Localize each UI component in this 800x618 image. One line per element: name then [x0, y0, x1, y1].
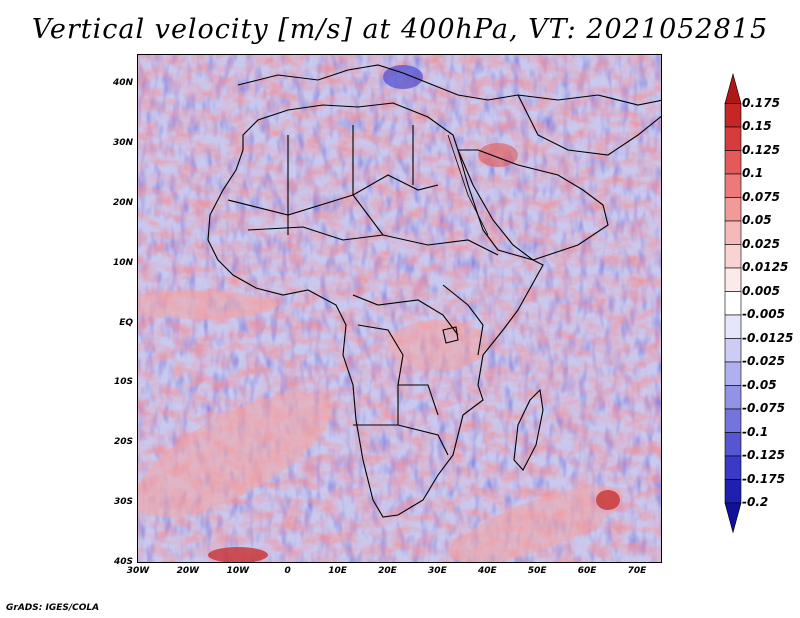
arabian-peninsula — [457, 149, 609, 261]
madagascar-coastline — [513, 388, 544, 471]
lat-tick-label: 30S — [113, 497, 133, 508]
colorbar — [724, 72, 742, 534]
strong-cells — [208, 65, 620, 562]
lon-tick-label: 70E — [627, 566, 647, 576]
colorbar-segment — [724, 432, 742, 457]
middle-east-borders — [517, 94, 661, 156]
colorbar-tick-label: -0.005 — [742, 307, 785, 321]
border-central — [352, 294, 459, 336]
colorbar-tick-label: -0.025 — [742, 354, 785, 368]
colorbar-tick-label: 0.1 — [742, 166, 764, 180]
border-drc — [357, 324, 439, 416]
lat-tick-label: 20N — [112, 197, 133, 208]
colorbar-segment — [724, 220, 742, 245]
border-southern — [353, 424, 449, 456]
colorbar-top-arrow — [724, 72, 742, 104]
lat-tick-label: 20S — [113, 437, 133, 448]
cell-southwest — [208, 547, 268, 562]
map-plot-area — [137, 54, 662, 563]
colorbar-segment — [724, 408, 742, 433]
lat-tick-label: 10S — [113, 377, 133, 388]
lon-tick-label: 60E — [577, 566, 597, 576]
band-indian-ocean — [452, 486, 624, 562]
colorbar-segment — [724, 103, 742, 128]
map-title: Vertical velocity [m/s] at 400hPa, VT: 2… — [31, 14, 769, 45]
cell-mediterranean — [383, 65, 423, 89]
red-sea-border — [447, 134, 489, 236]
lon-tick-label: 30E — [428, 566, 447, 576]
cell-southeast — [596, 490, 620, 510]
colorbar-segment — [724, 150, 742, 175]
colorbar-tick-label: 0.175 — [742, 95, 780, 110]
lat-tick-label: 30N — [112, 137, 133, 148]
colorbar-tick-label: 0.005 — [742, 283, 780, 298]
border-sahara-west — [227, 174, 439, 216]
colorbar-tick-label: -0.1 — [742, 424, 769, 439]
lon-tick-label: 10W — [226, 566, 250, 576]
colorbar-tick-label: -0.175 — [742, 471, 785, 486]
colorbar-tick-label: -0.0125 — [742, 330, 794, 345]
lat-tick-label: 40S — [113, 557, 133, 567]
lake-victoria — [442, 326, 459, 344]
coastlines-and-borders — [207, 64, 661, 518]
cell-north-africa — [478, 143, 518, 167]
colorbar-tick-label: 0.075 — [742, 189, 780, 204]
colorbar-segment — [724, 126, 742, 151]
mediterranean-north-shore — [237, 64, 661, 106]
africa-coastline — [207, 102, 544, 518]
footer-credit: GrADS: IGES/COLA — [6, 603, 100, 613]
colorbar-tick-label: -0.05 — [742, 377, 777, 392]
border-east — [442, 284, 484, 356]
band-equatorial-atlantic — [138, 291, 278, 319]
colorbar-segment — [724, 291, 742, 316]
colorbar-bottom-arrow — [724, 502, 742, 534]
band-south-atlantic — [138, 392, 332, 518]
colorbar-segment — [724, 361, 742, 386]
border-vertical-libya — [352, 125, 384, 236]
band-central-africa — [388, 320, 488, 370]
colorbar-tick-label: -0.075 — [742, 401, 785, 415]
lon-tick-label: 50E — [527, 566, 547, 576]
colorbar-segment — [724, 338, 742, 363]
lon-tick-label: 0 — [284, 566, 291, 576]
colorbar-tick-label: -0.125 — [742, 448, 785, 462]
colorbar-tick-label: -0.2 — [742, 495, 769, 509]
lon-tick-label: 10E — [328, 566, 347, 576]
colorbar-segment — [724, 479, 742, 504]
lon-tick-label: 20E — [378, 566, 397, 576]
lat-tick-label: 40N — [112, 78, 133, 88]
colorbar-tick-label: 0.05 — [742, 213, 772, 227]
colorbar-tick-label: 0.125 — [742, 142, 780, 157]
colorbar-segment — [724, 385, 742, 410]
colorbar-segment — [724, 455, 742, 480]
lon-tick-label: 40E — [477, 566, 497, 576]
velocity-map — [138, 55, 661, 562]
colorbar-segment — [724, 173, 742, 198]
lat-tick-label: EQ — [119, 317, 133, 328]
colorbar-segment — [724, 244, 742, 269]
colorbar-tick-label: 0.025 — [742, 236, 780, 251]
lon-tick-label: 30W — [126, 566, 150, 576]
lon-tick-label: 20W — [176, 566, 200, 576]
colorbar-tick-label: 0.0125 — [742, 260, 789, 274]
colorbar-segment — [724, 267, 742, 292]
colorbar-tick-label: 0.15 — [742, 119, 772, 133]
colorbar-segment — [724, 197, 742, 222]
lat-tick-label: 10N — [112, 257, 133, 268]
colorbar-segment — [724, 314, 742, 339]
warm-bands — [138, 291, 624, 562]
